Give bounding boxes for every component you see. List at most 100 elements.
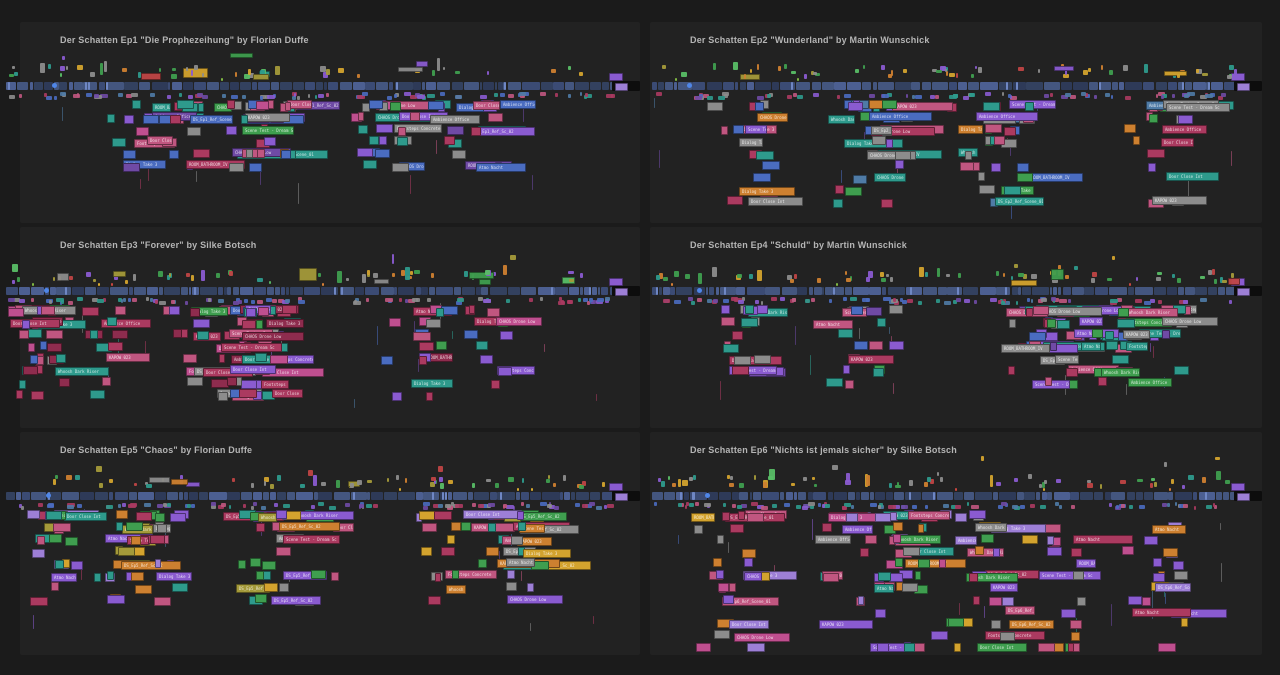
- timeline-clip: KAPOW 023: [106, 353, 150, 362]
- marker-clip: [978, 67, 982, 73]
- band-segment: [258, 82, 270, 90]
- marker-clip: [90, 72, 95, 77]
- timeline-clip: [993, 548, 1000, 557]
- band-segment: [709, 287, 714, 295]
- tick-clip: [918, 301, 922, 305]
- band-segment: [152, 82, 168, 90]
- timeline-clip: [1033, 306, 1049, 315]
- clip-label: Door Close Int: [13, 321, 47, 326]
- timeline-clip: [46, 330, 63, 339]
- marker-clip: [275, 66, 280, 75]
- timeline-clip: [123, 150, 136, 159]
- playhead-marker: [687, 83, 692, 88]
- playhead-marker: [44, 288, 49, 293]
- tick-clip: [211, 505, 216, 509]
- marker-clip: [405, 267, 410, 280]
- tick-clip: [171, 300, 175, 304]
- clip-label: Door Close Int: [476, 103, 499, 108]
- tick-clip: [893, 298, 896, 302]
- clip-label: Ambience Office: [818, 537, 850, 542]
- clip-label: Atmo Nacht: [108, 536, 133, 541]
- episode-panel-ep4[interactable]: Der Schatten Ep4 "Schuld" by Martin Wuns…: [650, 227, 1262, 428]
- marker-clip: [975, 66, 977, 69]
- timeline-clip: [754, 355, 771, 364]
- band-segment: [476, 287, 481, 295]
- tick-clip: [438, 504, 443, 508]
- timeline-clip: Atmo Nacht: [1073, 535, 1133, 544]
- clip-label: CHAOS Drone Low: [499, 319, 536, 324]
- episode-panel-ep5[interactable]: Der Schatten Ep5 "Chaos" by Florian Duff…: [6, 432, 640, 655]
- timeline-clip: [47, 343, 62, 352]
- band-segment: [47, 492, 61, 500]
- tick-clip: [1110, 299, 1118, 303]
- band-segment: [293, 82, 304, 90]
- tick-clip: [1040, 505, 1046, 509]
- marker-clip: [693, 475, 696, 480]
- band-segment: [602, 492, 617, 500]
- timeline-clip: [753, 173, 771, 182]
- marker-clip: [438, 466, 443, 472]
- band-segment: [241, 492, 252, 500]
- marker-clip: [479, 279, 491, 285]
- tick-clip: [1081, 92, 1086, 96]
- clip-label: Scene Test - Dream Sc: [748, 127, 766, 132]
- timeline-clip: [517, 511, 524, 520]
- tick-clip: [912, 95, 915, 99]
- timeline-clip: [714, 630, 730, 639]
- tick-clip: [253, 502, 257, 506]
- marker-clip: [437, 58, 440, 71]
- tick-clip: [478, 297, 483, 301]
- timeline-clip: [22, 320, 30, 329]
- timeline-clip: [464, 330, 478, 339]
- band-segment: [72, 287, 84, 295]
- timeline-clip: [1237, 493, 1250, 501]
- episode-panel-ep3[interactable]: Der Schatten Ep3 "Forever" by Silke Bots…: [6, 227, 640, 428]
- episode-panel-ep1[interactable]: Der Schatten Ep1 "Die Prophezeihung" by …: [6, 22, 640, 223]
- band-segment: [31, 287, 44, 295]
- band-segment: [437, 82, 450, 90]
- tick-clip: [1010, 96, 1017, 100]
- thin-clip: [1126, 384, 1127, 395]
- tick-clip: [723, 299, 729, 303]
- episode-panel-ep6[interactable]: Der Schatten Ep6 "Nichts ist jemals sich…: [650, 432, 1262, 655]
- marker-clip: [472, 483, 475, 488]
- marker-clip: [888, 74, 892, 78]
- tick-clip: [21, 506, 24, 510]
- timeline-clip: [722, 512, 730, 521]
- band-segment: [739, 492, 748, 500]
- clip-label: KAPOW 023: [109, 355, 131, 360]
- tick-clip: [202, 95, 208, 99]
- timeline-clip: [390, 102, 401, 111]
- timeline-clip: [136, 127, 149, 136]
- marker-clip: [1157, 272, 1162, 275]
- timeline-clip: Ambience Office: [976, 112, 1038, 121]
- marker-clip: [661, 481, 665, 487]
- tick-clip: [793, 93, 797, 97]
- marker-clip: [503, 265, 507, 275]
- band-segment: [664, 492, 675, 500]
- marker-clip: [77, 65, 83, 70]
- timeline-clip: Scene Test - Dream Sc: [1166, 103, 1230, 112]
- tick-clip: [457, 298, 464, 302]
- marker-clip: [582, 481, 586, 486]
- clip-label: DS_Ep6_Ref_Scene_01: [725, 599, 771, 604]
- marker-clip: [1065, 69, 1067, 75]
- band-segment: [1032, 287, 1049, 295]
- timeline-clip: [116, 522, 123, 531]
- tick-clip: [128, 504, 136, 508]
- band-segment: [1119, 82, 1124, 90]
- band-segment: [1061, 82, 1072, 90]
- timeline-clip: [846, 513, 858, 522]
- marker-clip: [1109, 70, 1113, 75]
- tick-clip: [118, 298, 122, 302]
- marker-clip: [1092, 272, 1097, 277]
- band-segment: [676, 492, 683, 500]
- marker-clip: [367, 270, 370, 275]
- episode-panel-ep2[interactable]: Der Schatten Ep2 "Wunderland" by Martin …: [650, 22, 1262, 223]
- tick-clip: [878, 505, 881, 509]
- marker-clip: [171, 74, 177, 79]
- band-highlight: [8, 82, 10, 90]
- timeline-clip: [428, 101, 444, 110]
